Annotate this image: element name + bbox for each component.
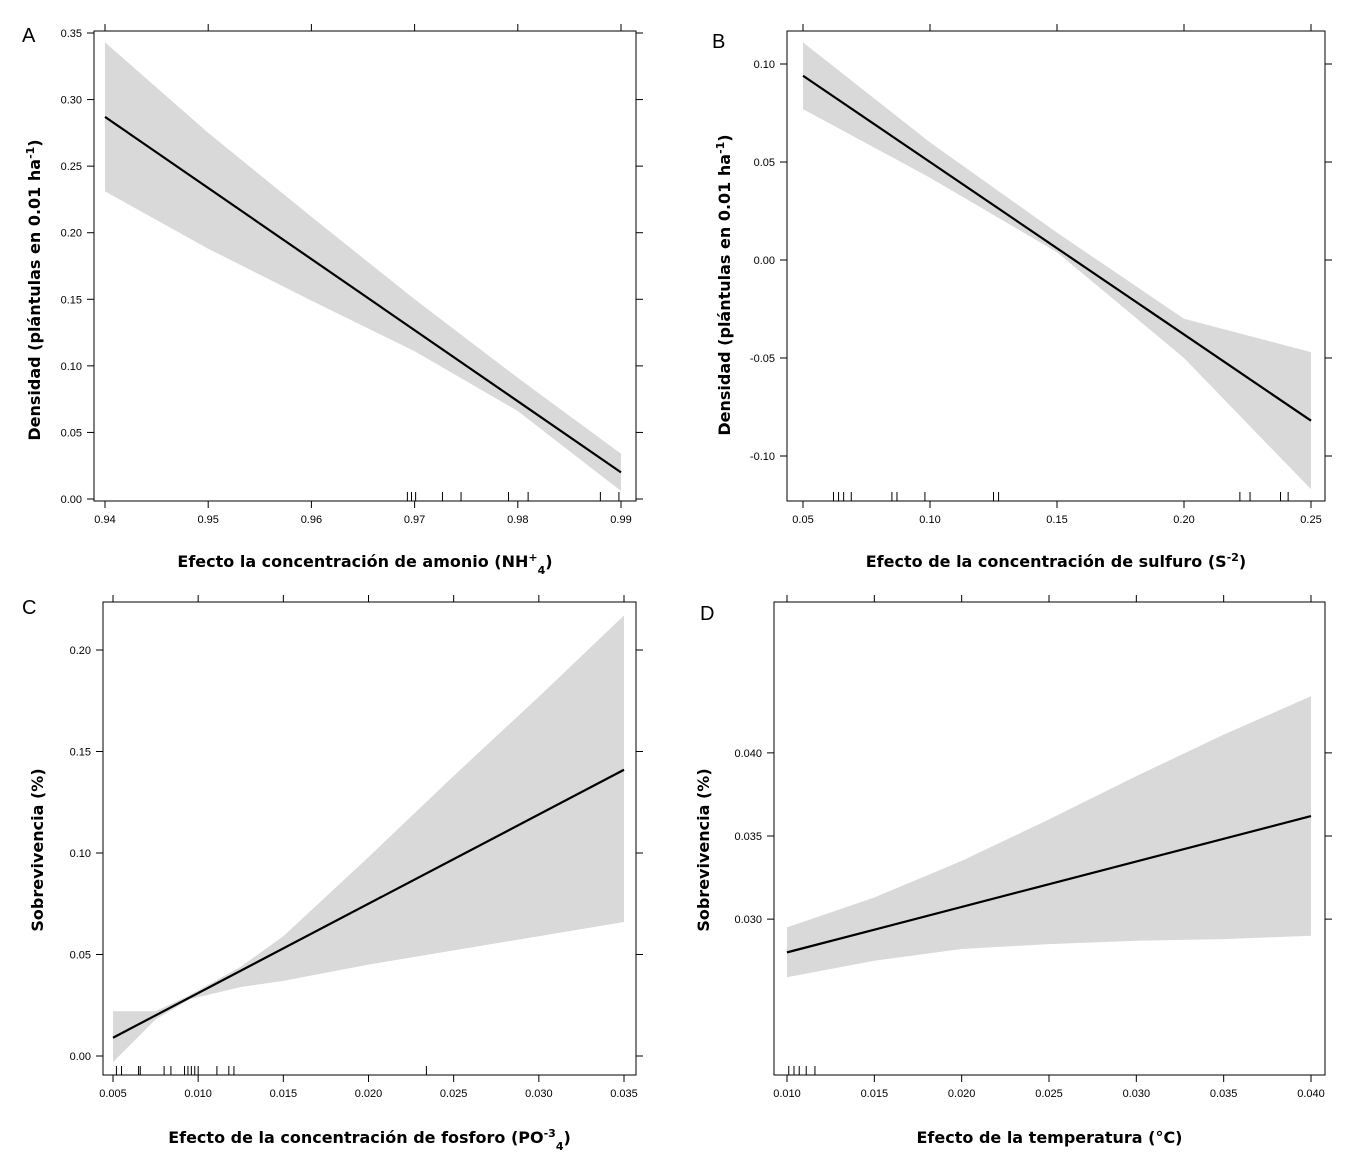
x-tick-label: 0.15 [1046, 514, 1067, 526]
x-tick-label: 0.025 [440, 1088, 468, 1100]
y-tick-label: 0.030 [734, 914, 762, 926]
y-tick-label: 0.05 [61, 427, 82, 439]
y-tick-label: 0.15 [70, 747, 91, 759]
x-tick-label: 0.98 [507, 514, 528, 526]
panel-letter: B [712, 31, 725, 53]
x-tick-label: 0.95 [197, 514, 218, 526]
confidence-band [803, 42, 1311, 490]
x-tick-label: 0.96 [301, 514, 322, 526]
x-tick-label: 0.20 [1173, 514, 1194, 526]
y-tick-label: 0.00 [754, 255, 775, 267]
y-axis-label: Sobrevivencia (%) [694, 768, 713, 931]
plot-frame [786, 30, 1326, 502]
panel-letter: C [22, 597, 36, 619]
y-tick-label: 0.05 [70, 950, 91, 962]
y-tick-label: 0.15 [61, 294, 82, 306]
fitted-line [802, 74, 1312, 422]
confidence-band [113, 615, 624, 1063]
panel-letter: A [22, 25, 36, 47]
y-tick-label: 0.10 [754, 59, 775, 71]
x-tick-label: 0.94 [94, 514, 115, 526]
x-tick-label: 0.005 [99, 1088, 127, 1100]
x-tick-label: 0.010 [184, 1088, 212, 1100]
y-tick-label: 0.10 [61, 361, 82, 373]
fitted-line [112, 768, 625, 1039]
y-axis-label: Densidad (plántulas en 0.01 ha-1) [714, 134, 735, 435]
x-tick-label: 0.99 [610, 514, 631, 526]
x-tick-label: 0.05 [792, 514, 813, 526]
x-tick-label: 0.035 [1210, 1088, 1238, 1100]
x-tick-label: 0.030 [1123, 1088, 1151, 1100]
x-tick-label: 0.030 [525, 1088, 553, 1100]
y-tick-label: 0.10 [70, 848, 91, 860]
y-axis-label: Sobrevivencia (%) [28, 768, 47, 931]
y-tick-label: 0.20 [61, 228, 82, 240]
chart-panel-a: 0.94 0.95 0.96 0.97 0.98 0.99 0.00 0.05 0.10 0.15… [22, 24, 643, 577]
y-tick-label: 0.00 [61, 494, 82, 506]
x-tick-label: 0.020 [948, 1088, 976, 1100]
y-tick-label: 0.30 [61, 95, 82, 107]
x-tick-label: 0.010 [773, 1088, 801, 1100]
x-tick-label: 0.015 [270, 1088, 298, 1100]
y-tick-label: 0.040 [734, 748, 762, 760]
confidence-band [105, 42, 621, 492]
x-axis-label: Efecto de la temperatura (°C) [917, 1128, 1183, 1147]
plot-frame [102, 601, 637, 1076]
y-tick-label: 0.20 [70, 645, 91, 657]
panel-letter: D [700, 603, 714, 625]
x-tick-label: 0.020 [355, 1088, 383, 1100]
y-tick-label: -0.05 [750, 353, 775, 365]
x-tick-label: 0.015 [861, 1088, 889, 1100]
x-tick-label: 0.10 [919, 514, 940, 526]
x-tick-label: 0.25 [1300, 514, 1321, 526]
x-axis-label: Efecto de la concentración de sulfuro (S… [866, 551, 1246, 572]
y-tick-label: 0.035 [734, 831, 762, 843]
x-tick-label: 0.025 [1035, 1088, 1063, 1100]
chart-panel-b: 0.05 0.10 0.15 0.20 0.25 -0.10 -0.05 0.00 0.05 0.… [712, 24, 1332, 571]
chart-panel-d: 0.010 0.015 0.020 0.025 0.030 0.035 0.040 0.030… [694, 595, 1332, 1147]
y-axis-label: Densidad (plántulas en 0.01 ha-1) [24, 139, 45, 440]
y-tick-label: 0.35 [61, 28, 82, 40]
x-axis-label: Efecto de la concentración de fosforo (P… [168, 1127, 571, 1153]
x-tick-label: 0.035 [610, 1088, 638, 1100]
fitted-line [104, 115, 622, 474]
fitted-line [786, 814, 1312, 954]
confidence-band [787, 696, 1311, 978]
y-tick-label: -0.10 [750, 451, 775, 463]
x-tick-label: 0.040 [1297, 1088, 1325, 1100]
y-tick-label: 0.05 [754, 157, 775, 169]
y-tick-label: 0.00 [70, 1051, 91, 1063]
y-tick-label: 0.25 [61, 161, 82, 173]
x-tick-label: 0.97 [404, 514, 425, 526]
x-axis-label: Efecto la concentración de amonio (NH+4) [177, 551, 552, 577]
chart-panel-c: 0.005 0.010 0.015 0.020 0.025 0.030 0.035 0.00 0… [22, 595, 643, 1153]
plot-frame [93, 30, 637, 502]
